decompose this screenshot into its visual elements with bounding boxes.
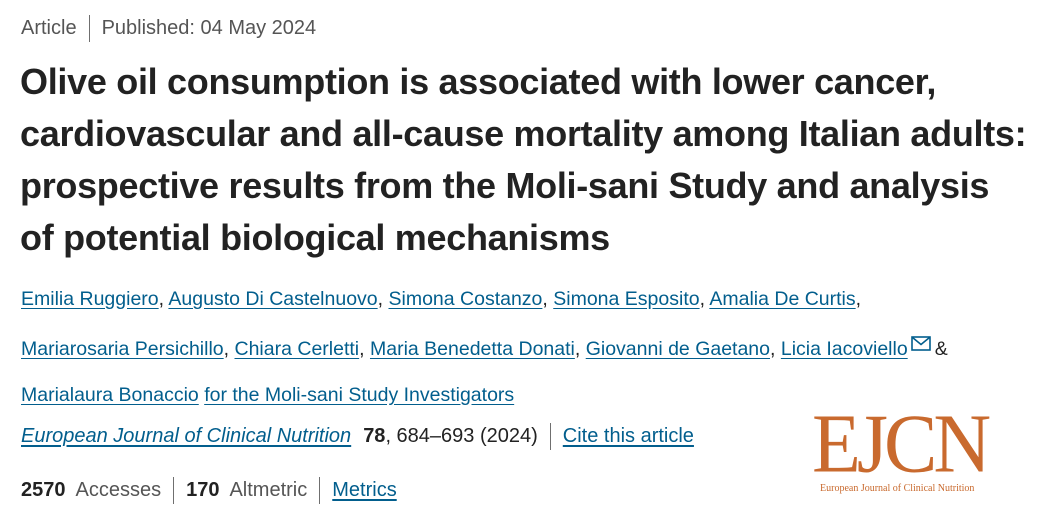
study-group-link[interactable]: for the Moli-sani Study Investigators: [204, 384, 515, 406]
accesses-label: Accesses: [75, 478, 162, 501]
metrics-divider: [173, 476, 175, 504]
author-separator: ,: [542, 288, 548, 310]
author-separator: ,: [158, 288, 165, 310]
author-separator: ,: [223, 338, 230, 360]
author-link[interactable]: Mariarosaria Persichillo: [21, 338, 224, 360]
author-separator: ,: [377, 288, 384, 310]
author-link[interactable]: Emilia Ruggiero: [21, 288, 159, 310]
author-link[interactable]: Marialaura Bonaccio: [21, 384, 199, 406]
author-link[interactable]: Simona Esposito: [553, 288, 700, 310]
author-separator: ,: [574, 338, 581, 360]
citation-divider: [549, 422, 551, 450]
logo-wordmark: EJCN: [812, 397, 991, 491]
published-date: Published: 04 May 2024: [101, 16, 317, 39]
article-type: Article: [21, 16, 77, 39]
metrics-link[interactable]: Metrics: [332, 478, 397, 501]
author-link[interactable]: Simona Costanzo: [388, 288, 543, 310]
author-list: Emilia Ruggiero, Augusto Di Castelnuovo,…: [21, 276, 1041, 418]
altmetric-label: Altmetric: [229, 478, 308, 501]
author-separator: ,: [359, 338, 365, 360]
journal-link[interactable]: European Journal of Clinical Nutrition: [21, 424, 352, 447]
volume: 78: [363, 424, 386, 447]
meta-divider: [88, 14, 90, 42]
author-link[interactable]: Amalia De Curtis: [709, 288, 856, 310]
journal-logo: EJCN European Journal of Clinical Nutrit…: [812, 402, 1002, 498]
pages-year: , 684–693 (2024): [385, 424, 538, 447]
article-title: Olive oil consumption is associated with…: [20, 61, 1027, 258]
author-link[interactable]: Augusto Di Castelnuovo: [168, 288, 378, 310]
author-link[interactable]: Giovanni de Gaetano: [585, 338, 771, 360]
mail-icon[interactable]: [910, 322, 931, 368]
logo-subtitle: European Journal of Clinical Nutrition: [820, 483, 975, 494]
author-separator: ,: [770, 338, 776, 360]
author-link[interactable]: Licia Iacoviello: [780, 338, 908, 360]
metrics-divider: [319, 476, 321, 504]
accesses-count: 2570: [21, 478, 66, 501]
cite-article-link[interactable]: Cite this article: [562, 424, 694, 447]
author-link[interactable]: Maria Benedetta Donati: [369, 338, 575, 360]
citation-row: European Journal of Clinical Nutrition 7…: [21, 420, 694, 452]
author-ampersand: &: [934, 338, 948, 360]
altmetric-count: 170: [186, 478, 220, 501]
author-separator: ,: [855, 288, 862, 310]
author-separator: ,: [699, 288, 705, 310]
article-meta: Article Published: 04 May 2024: [21, 14, 316, 42]
metrics-row: 2570 Accesses 170 Altmetric Metrics: [21, 474, 397, 506]
author-link[interactable]: Chiara Cerletti: [234, 338, 360, 360]
